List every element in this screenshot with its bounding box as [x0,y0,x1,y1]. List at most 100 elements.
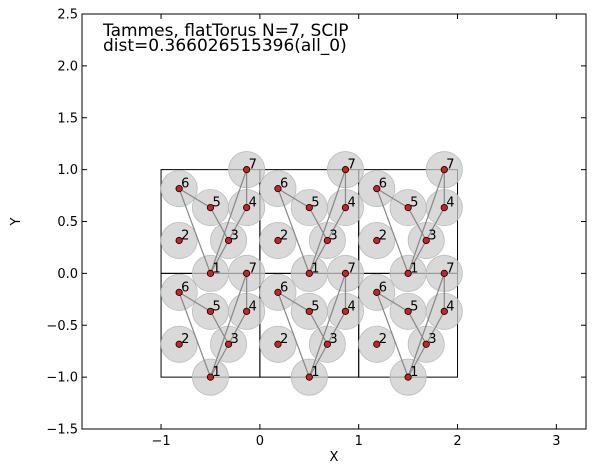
point-label-3-copy-3: 3 [231,228,239,243]
point-4-copy-2 [440,307,448,315]
edge-1-3-copy-1 [308,343,328,378]
point-label-2-copy-2: 2 [379,332,387,347]
point-label-1-copy-1: 1 [311,365,319,380]
y-tick-label-2: −0.5 [46,319,78,334]
point-7-copy-1 [341,269,350,277]
point-label-2-copy-5: 2 [379,228,387,243]
point-5-copy-2 [404,307,412,315]
y-tick-label-5: 1.0 [57,163,78,178]
edge-1-3-copy-5 [407,240,427,274]
edge-3-5-copy-1 [308,311,328,345]
point-label-3-copy-4: 3 [329,228,337,243]
point-3-copy-5 [422,236,430,245]
y-tick-label-1: −1.0 [46,371,78,386]
point-6-copy-4 [274,185,282,193]
point-label-1-copy-5: 1 [410,261,418,276]
point-4-copy-3 [243,203,251,212]
edge-1-3-copy-0 [209,343,230,378]
edge-3-4-copy-0 [228,311,248,345]
x-tick-label-3: 2 [453,434,461,449]
edge-5-6-copy-4 [277,188,310,209]
edge-5-6-copy-5 [376,188,409,209]
point-label-4-copy-5: 4 [446,196,454,211]
point-3-copy-1 [323,340,331,348]
edge-1-6-copy-0 [178,292,212,378]
point-2-copy-0 [175,340,183,348]
point-label-3-copy-5: 3 [428,228,436,243]
point-1-copy-3 [206,269,215,277]
edge-3-4-copy-4 [326,207,346,241]
chart-title-line-2: dist=0.366026515396(all_0) [103,36,347,56]
edge-1-7-copy-2 [407,273,445,378]
x-tick-label-0: −1 [151,434,170,449]
point-label-3-copy-1: 3 [329,332,337,347]
point-label-5-copy-3: 5 [212,196,220,211]
edge-1-7-copy-4 [308,169,347,274]
point-label-6-copy-3: 6 [181,177,189,192]
point-5-copy-0 [206,307,215,315]
edge-5-6-copy-2 [376,291,409,312]
edge-1-6-copy-3 [178,188,212,274]
point-label-4-copy-3: 4 [249,196,257,211]
point-4-copy-4 [341,203,350,212]
edge-1-6-copy-4 [277,188,310,274]
point-label-2-copy-0: 2 [181,332,189,347]
point-label-1-copy-4: 1 [311,261,319,276]
y-tick-label-6: 1.5 [57,111,78,126]
edge-3-5-copy-3 [209,207,230,241]
edge-1-6-copy-5 [376,188,409,274]
x-tick-label-4: 3 [552,434,560,449]
point-label-7-copy-3: 7 [249,158,257,173]
point-label-5-copy-4: 5 [311,196,319,211]
edge-1-3-copy-2 [407,343,427,378]
point-label-3-copy-0: 3 [231,332,239,347]
point-label-3-copy-2: 3 [428,332,436,347]
point-6-copy-1 [274,288,282,296]
point-6-copy-5 [373,185,381,193]
point-3-copy-0 [224,340,233,348]
point-2-copy-5 [373,236,381,245]
edge-1-7-copy-0 [209,273,248,378]
edge-1-6-copy-2 [376,292,409,378]
point-label-5-copy-0: 5 [212,299,220,314]
point-2-copy-1 [274,340,282,348]
point-6-copy-3 [175,185,183,193]
point-7-copy-5 [440,166,448,174]
point-1-copy-4 [305,269,313,277]
point-6-copy-0 [175,288,183,296]
axis-ticks [82,13,586,430]
point-7-copy-4 [341,166,350,174]
point-label-7-copy-2: 7 [446,261,454,276]
point-1-copy-0 [206,373,215,381]
point-label-4-copy-1: 4 [347,299,355,314]
point-4-copy-0 [243,307,251,315]
edge-1-3-copy-3 [209,240,230,274]
y-tick-label-3: 0.0 [57,267,78,282]
point-label-5-copy-2: 5 [410,299,418,314]
y-tick-label-7: 2.0 [57,59,78,74]
point-label-7-copy-4: 7 [347,158,355,173]
point-3-copy-4 [323,236,331,245]
edge-3-4-copy-3 [228,207,248,241]
edge-5-6-copy-1 [277,291,310,312]
edge-3-5-copy-2 [407,311,427,345]
point-2-copy-3 [175,236,183,245]
edge-1-7-copy-1 [308,273,347,378]
point-label-4-copy-2: 4 [446,299,454,314]
point-labels: 1 2 3 4 5 6 7 1 2 3 4 5 6 7 1 2 3 4 5 6 7 1 2 3 4 5 6 7 1 2 3 4 5 6 7 1 2 3 4 5… [181,158,454,381]
point-7-copy-2 [440,269,448,277]
point-label-7-copy-1: 7 [347,261,355,276]
point-label-1-copy-3: 1 [212,261,220,276]
edge-1-7-copy-3 [209,169,248,274]
point-label-1-copy-0: 1 [212,365,220,380]
point-2-copy-4 [274,236,282,245]
point-2-copy-2 [373,340,381,348]
contact-edges [178,169,445,378]
chart-title-line-1: Tammes, flatTorus N=7, SCIP [102,21,348,41]
edge-1-6-copy-1 [277,292,310,378]
tick-labels: −1 0 1 2 3 −1.5 −1.0 −0.5 0.0 0.5 1.0 1.5 2.0 2.5 [46,8,560,450]
y-tick-label-0: −1.5 [46,423,78,438]
point-label-7-copy-0: 7 [249,261,257,276]
point-label-4-copy-4: 4 [347,196,355,211]
edge-5-6-copy-0 [178,291,211,312]
